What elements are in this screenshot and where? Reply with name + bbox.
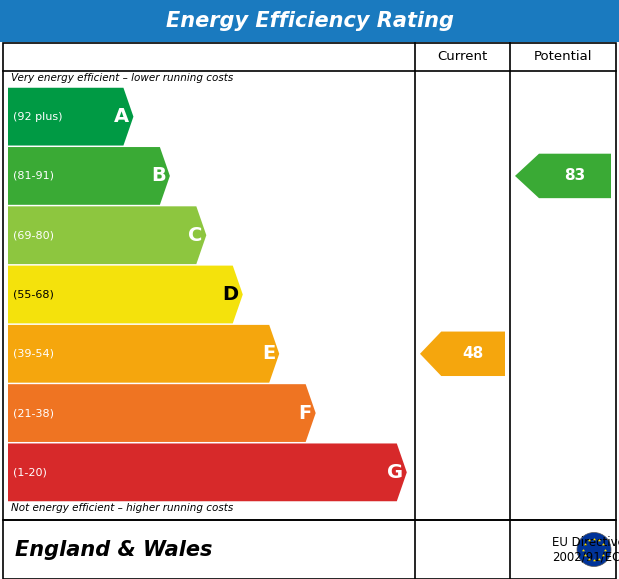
Polygon shape: [8, 266, 243, 324]
Text: Not energy efficient – higher running costs: Not energy efficient – higher running co…: [11, 503, 233, 513]
Text: B: B: [151, 166, 166, 185]
Text: G: G: [387, 463, 403, 482]
Bar: [3, 520, 616, 579]
Text: 48: 48: [462, 346, 484, 361]
Bar: [3, 43, 616, 520]
Text: (81-91): (81-91): [13, 171, 54, 181]
Text: Very energy efficient – lower running costs: Very energy efficient – lower running co…: [11, 73, 233, 83]
Polygon shape: [8, 206, 206, 264]
Text: A: A: [115, 107, 129, 126]
Polygon shape: [8, 147, 170, 205]
Text: (92 plus): (92 plus): [13, 112, 63, 122]
Text: (55-68): (55-68): [13, 290, 54, 299]
Text: 83: 83: [565, 168, 586, 184]
Text: C: C: [188, 226, 202, 245]
Text: (1-20): (1-20): [13, 467, 47, 477]
Polygon shape: [8, 384, 316, 442]
Text: EU Directive: EU Directive: [552, 536, 619, 549]
Text: F: F: [298, 404, 312, 423]
Text: Energy Efficiency Rating: Energy Efficiency Rating: [165, 11, 454, 31]
Circle shape: [577, 533, 611, 566]
Text: Potential: Potential: [534, 50, 592, 64]
Polygon shape: [8, 325, 279, 383]
Bar: [0, 0, 619, 42]
Polygon shape: [420, 332, 505, 376]
Polygon shape: [8, 88, 134, 145]
Text: 2002/91/EC: 2002/91/EC: [552, 550, 619, 563]
Polygon shape: [515, 153, 611, 198]
Text: (39-54): (39-54): [13, 349, 54, 359]
Text: (21-38): (21-38): [13, 408, 54, 418]
Polygon shape: [8, 444, 407, 501]
Text: (69-80): (69-80): [13, 230, 54, 240]
Text: England & Wales: England & Wales: [15, 540, 212, 559]
Text: D: D: [223, 285, 239, 304]
Text: Current: Current: [438, 50, 488, 64]
Text: E: E: [262, 345, 275, 363]
